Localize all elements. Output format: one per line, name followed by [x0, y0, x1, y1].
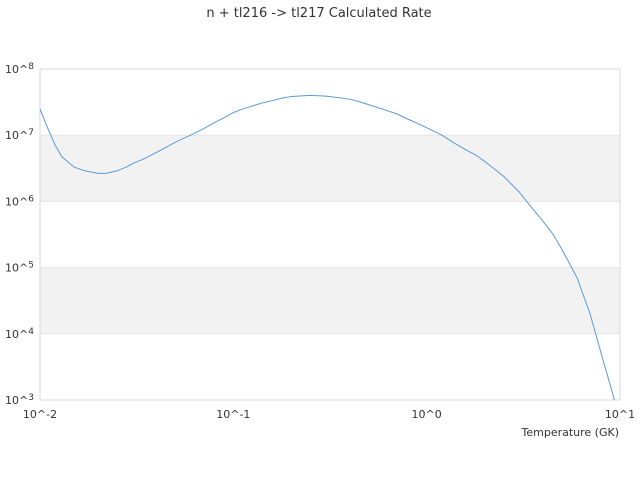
y-tick-label: 10^5 — [5, 261, 34, 275]
x-tick-label: 10^-2 — [23, 408, 57, 421]
y-tick-exponent: 8 — [28, 62, 34, 72]
series-layer — [40, 94, 615, 400]
y-tick-base: 10^ — [5, 129, 28, 142]
plot-band — [40, 267, 620, 334]
y-tick-exponent: 6 — [28, 194, 34, 204]
x-tick-label: 10^0 — [412, 408, 442, 421]
y-tick-base: 10^ — [5, 262, 28, 275]
chart-title: n + tl216 -> tl217 Calculated Rate — [206, 6, 431, 21]
y-tick-base: 10^ — [5, 195, 28, 208]
y-tick-label: 10^8 — [5, 62, 34, 76]
plot-band — [40, 201, 620, 268]
y-tick-base: 10^ — [5, 394, 28, 407]
x-tick-label: 10^-1 — [216, 408, 250, 421]
y-tick-exponent: 4 — [28, 327, 34, 337]
y-tick-label: 10^3 — [5, 393, 34, 407]
plot-bands — [40, 69, 620, 400]
plot-band — [40, 333, 620, 400]
x-axis-label: Temperature (GK) — [521, 426, 620, 439]
y-tick-exponent: 3 — [28, 393, 34, 403]
y-tick-label: 10^7 — [5, 128, 34, 142]
x-tick-label: 10^1 — [605, 408, 635, 421]
plot-band — [40, 135, 620, 202]
y-axis-tick-labels: 10^810^710^610^510^410^3 — [5, 62, 34, 407]
series-line — [40, 94, 615, 400]
y-tick-exponent: 7 — [28, 128, 34, 138]
y-tick-label: 10^6 — [5, 194, 34, 208]
y-tick-label: 10^4 — [5, 327, 34, 341]
x-axis-tick-labels: 10^-2 10^-1 10^0 10^1 — [23, 408, 635, 421]
y-tick-base: 10^ — [5, 63, 28, 76]
y-tick-exponent: 5 — [28, 261, 34, 271]
plot-band — [40, 69, 620, 136]
plot-area-border — [39, 68, 621, 401]
y-tick-base: 10^ — [5, 328, 28, 341]
